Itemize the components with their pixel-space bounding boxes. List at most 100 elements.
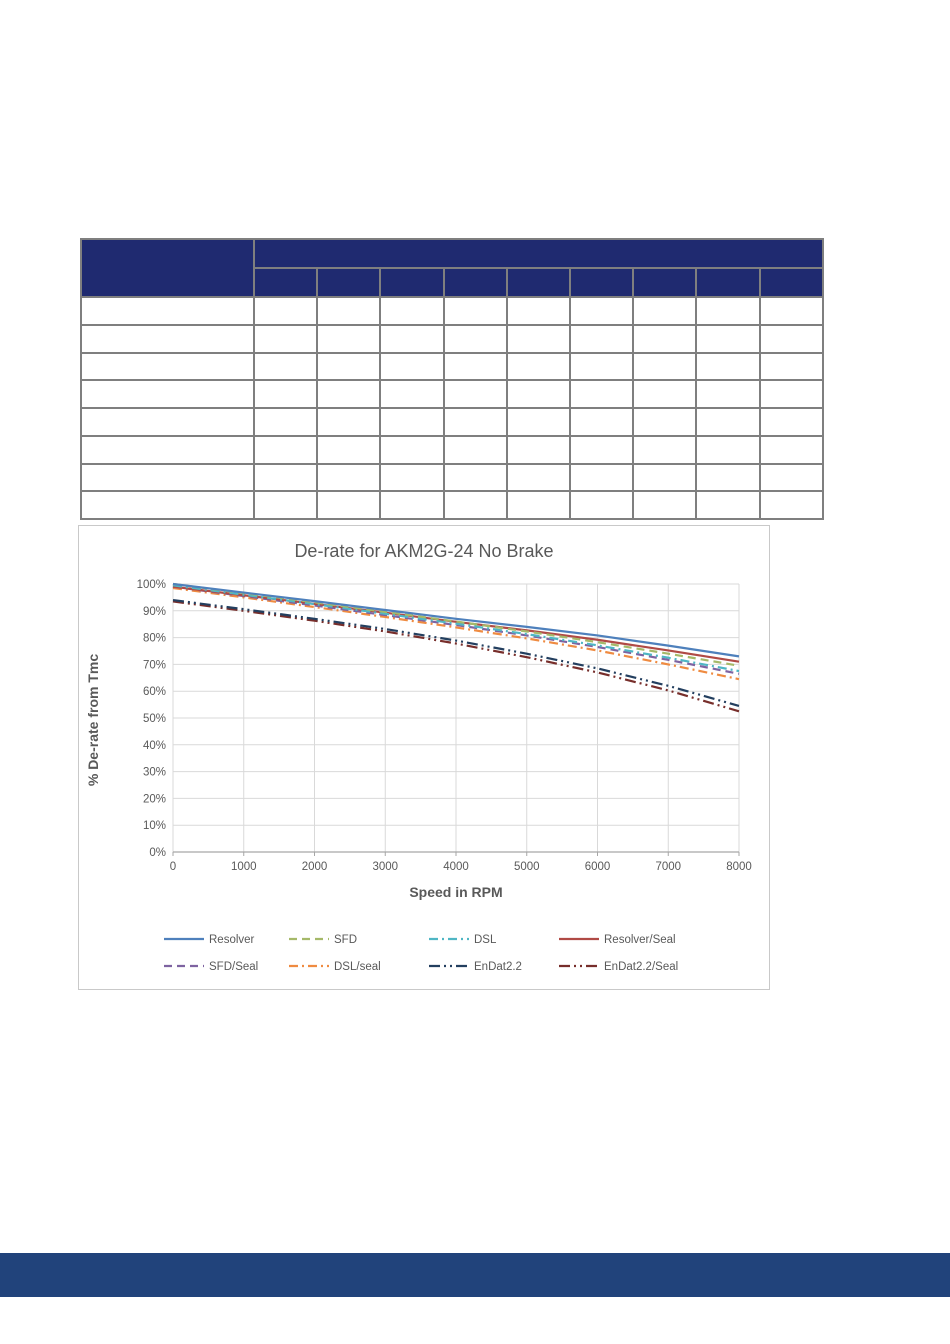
table-cell-r2c0 <box>80 351 255 382</box>
table-row <box>80 296 824 326</box>
y-tick-label: 70% <box>143 659 166 671</box>
table-cell-r7c1 <box>252 490 319 520</box>
table-cell-r7c8 <box>695 490 761 520</box>
table-cell-r6c6 <box>568 462 635 493</box>
table-cell-r1c0 <box>80 323 255 354</box>
table-cell-r5c5 <box>505 434 571 465</box>
table-sub-header-6 <box>632 267 698 298</box>
table-cell-r7c0 <box>80 490 255 520</box>
table-cell-r1c5 <box>505 323 571 354</box>
table-cell-r0c9 <box>758 296 824 326</box>
table-cell-r4c4 <box>442 407 508 437</box>
table-cell-r5c6 <box>568 434 635 465</box>
spec-table <box>80 238 824 520</box>
table-cell-r3c5 <box>505 379 571 409</box>
x-axis-title: Speed in RPM <box>409 884 503 900</box>
table-cell-r3c3 <box>379 379 445 409</box>
table-cell-r0c1 <box>252 296 319 326</box>
table-cell-r6c9 <box>758 462 824 493</box>
table-cell-r6c7 <box>632 462 698 493</box>
x-tick-label: 3000 <box>372 861 398 873</box>
derate-chart: De-rate for AKM2G-24 No Brake % De-rate … <box>78 525 770 990</box>
table-cell-r0c2 <box>316 296 382 326</box>
table-sub-header-8 <box>758 267 824 298</box>
footer-bar <box>0 1253 950 1297</box>
table-corner-header <box>80 238 255 298</box>
table-cell-r4c1 <box>252 407 319 437</box>
table-cell-r2c2 <box>316 351 382 382</box>
x-tick-label: 7000 <box>655 861 681 873</box>
legend-label-sfd: SFD <box>334 934 357 946</box>
table-cell-r7c7 <box>632 490 698 520</box>
y-tick-label: 10% <box>143 820 166 832</box>
legend-label-sfd-seal: SFD/Seal <box>209 961 258 973</box>
table-cell-r6c5 <box>505 462 571 493</box>
table-cell-r3c9 <box>758 379 824 409</box>
table-cell-r2c5 <box>505 351 571 382</box>
table-cell-r0c5 <box>505 296 571 326</box>
table-cell-r7c2 <box>316 490 382 520</box>
table-cell-r5c9 <box>758 434 824 465</box>
table-cell-r6c0 <box>80 462 255 493</box>
table-cell-r4c8 <box>695 407 761 437</box>
y-tick-label: 60% <box>143 686 166 698</box>
table-row <box>80 434 824 465</box>
legend-label-resolver-seal: Resolver/Seal <box>604 934 676 946</box>
table-sub-header-2 <box>379 267 445 298</box>
y-tick-label: 20% <box>143 793 166 805</box>
table-cell-r7c4 <box>442 490 508 520</box>
table-cell-r0c6 <box>568 296 635 326</box>
table-cell-r4c5 <box>505 407 571 437</box>
table-cell-r5c2 <box>316 434 382 465</box>
y-tick-label: 30% <box>143 767 166 779</box>
x-tick-label: 6000 <box>585 861 611 873</box>
table-cell-r4c2 <box>316 407 382 437</box>
table-cell-r0c0 <box>80 296 255 326</box>
table-cell-r7c3 <box>379 490 445 520</box>
table-cell-r4c9 <box>758 407 824 437</box>
table-cell-r3c7 <box>632 379 698 409</box>
table-cell-r2c1 <box>252 351 319 382</box>
legend-label-endat2-2-seal: EnDat2.2/Seal <box>604 961 678 973</box>
table-cell-r1c3 <box>379 323 445 354</box>
table-cell-r2c4 <box>442 351 508 382</box>
table-cell-r3c4 <box>442 379 508 409</box>
table-cell-r6c8 <box>695 462 761 493</box>
table-cell-r3c1 <box>252 379 319 409</box>
x-tick-label: 5000 <box>514 861 540 873</box>
table-sub-header-3 <box>442 267 508 298</box>
table-cell-r0c7 <box>632 296 698 326</box>
table-cell-r1c1 <box>252 323 319 354</box>
table-row <box>80 379 824 409</box>
table-cell-r2c3 <box>379 351 445 382</box>
table-cell-r1c8 <box>695 323 761 354</box>
table-cell-r1c4 <box>442 323 508 354</box>
legend-label-dsl-seal: DSL/seal <box>334 961 381 973</box>
table-group-header <box>253 238 824 269</box>
table-cell-r0c3 <box>379 296 445 326</box>
table-cell-r6c3 <box>379 462 445 493</box>
series-line-dsl-seal <box>172 586 740 681</box>
table-cell-r5c3 <box>379 434 445 465</box>
table-cell-r6c4 <box>442 462 508 493</box>
table-cell-r3c0 <box>80 379 255 409</box>
table-cell-r1c6 <box>568 323 635 354</box>
table-sub-header-4 <box>505 267 571 298</box>
series-line-dsl <box>172 584 740 673</box>
table-cell-r2c6 <box>568 351 635 382</box>
table-cell-r4c6 <box>568 407 635 437</box>
table-cell-r0c4 <box>442 296 508 326</box>
x-tick-label: 4000 <box>443 861 469 873</box>
y-tick-label: 80% <box>143 633 166 645</box>
table-cell-r5c0 <box>80 434 255 465</box>
table-cell-r1c7 <box>632 323 698 354</box>
legend-label-endat2-2: EnDat2.2 <box>474 961 522 973</box>
table-cell-r6c2 <box>316 462 382 493</box>
chart-plot-area: 0% 10% 20% 30% 40% 50% 60% 70% 80% 90% 100% 0 1000 20… <box>137 579 752 973</box>
table-cell-r2c7 <box>632 351 698 382</box>
x-tick-label: 1000 <box>231 861 257 873</box>
table-cell-r4c3 <box>379 407 445 437</box>
series-line-endat2-2 <box>172 598 740 707</box>
table-cell-r7c6 <box>568 490 635 520</box>
table-cell-r5c7 <box>632 434 698 465</box>
